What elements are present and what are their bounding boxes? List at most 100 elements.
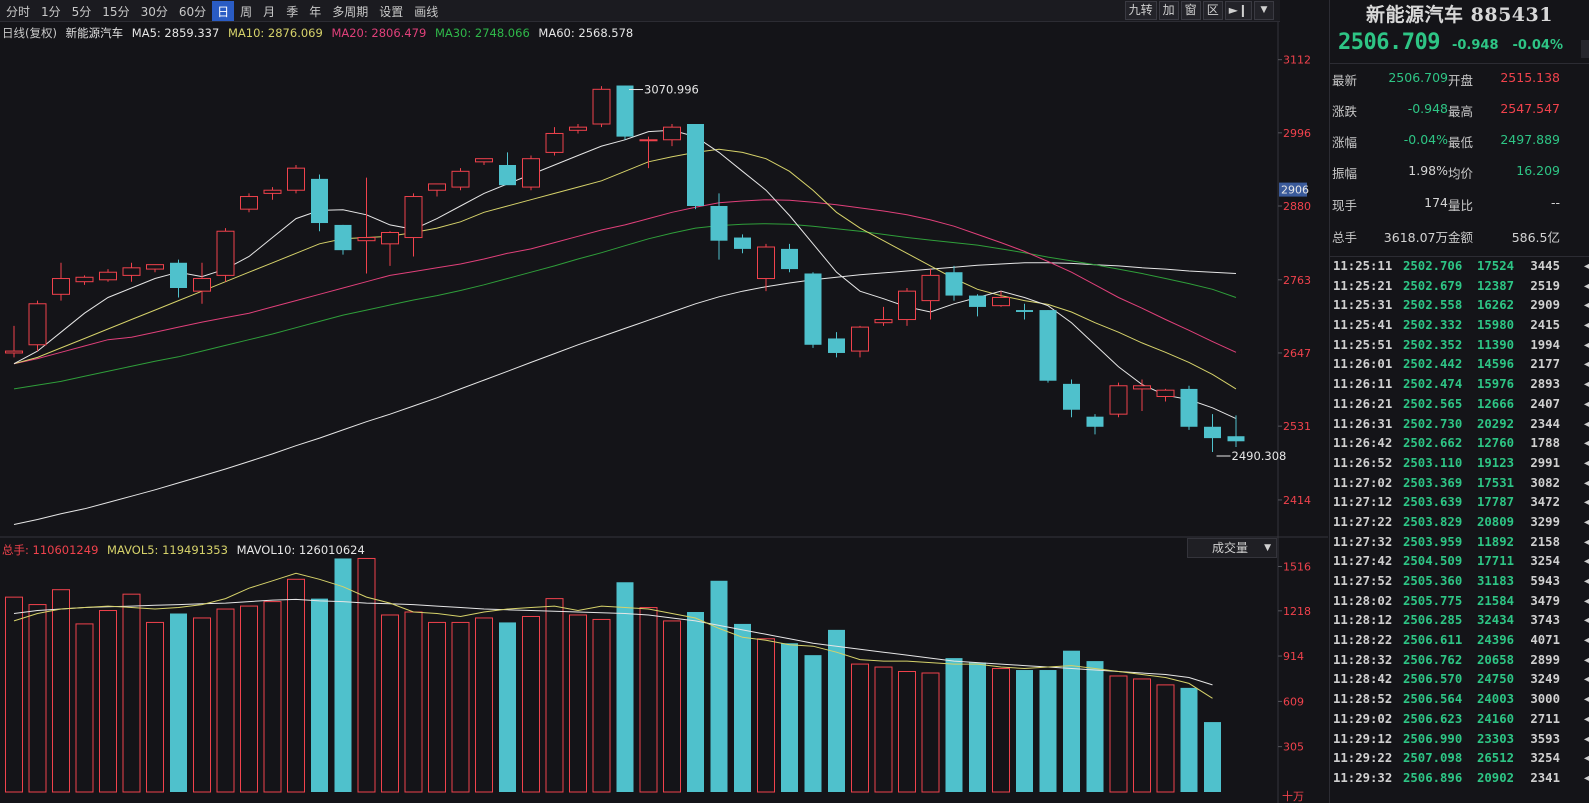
candle — [1204, 414, 1221, 452]
tick-time: 11:27:42 — [1333, 554, 1393, 569]
tick-row: 11:26:31 2502.730 20292 2344 ◀ — [1330, 415, 1589, 435]
right-tools: 九转 加 窗 区 ►❙ ▼ — [1124, 1, 1274, 20]
arrow-left-icon: ◀ — [1583, 418, 1589, 430]
period-tab[interactable]: 设置 — [379, 4, 404, 19]
panel-scrollbar[interactable] — [1581, 40, 1589, 58]
candle-body — [263, 189, 282, 194]
tick-time: 11:27:22 — [1333, 514, 1393, 529]
tick-volume: 12760 — [1477, 436, 1515, 451]
tick-row: 11:28:02 2505.775 21584 3479 ◀ — [1330, 592, 1589, 612]
tick-row: 11:26:52 2503.110 19123 2991 ◀ — [1330, 454, 1589, 474]
period-tab[interactable]: 画线 — [414, 4, 439, 19]
tick-amount: 2177 — [1530, 357, 1560, 372]
ma10-line — [13, 148, 1237, 390]
volume-axis: 1516 1218 914 609 305 — [1278, 560, 1311, 754]
tick-row: 11:29:12 2506.990 23303 3593 ◀ — [1330, 730, 1589, 750]
volume-legend: 总手: 110601249 MAVOL5: 119491353 MAVOL10:… — [2, 542, 370, 558]
legend-ma20: MA20: 2806.479 — [331, 26, 427, 40]
tick-time: 11:27:02 — [1333, 475, 1393, 490]
candle-body — [28, 303, 47, 346]
arrow-left-icon: ◀ — [1583, 280, 1589, 292]
tick-time: 11:26:01 — [1333, 357, 1393, 372]
kline-chart-area[interactable]: 3112 2996 2880 2763 2647 2531 2414 2906 3070.996… — [0, 22, 1328, 803]
tick-amount: 2893 — [1530, 377, 1560, 392]
stat-label: 最高 — [1448, 104, 1474, 119]
period-tab[interactable]: 周 — [240, 4, 253, 19]
price-tick-label: 2647 — [1283, 347, 1311, 360]
add-button[interactable]: 加 — [1158, 1, 1179, 20]
tick-amount: 3479 — [1530, 593, 1560, 608]
window-button[interactable]: 窗 — [1180, 1, 1201, 20]
tick-time: 11:28:02 — [1333, 593, 1393, 608]
candle-body — [1063, 383, 1080, 410]
tick-time: 11:28:52 — [1333, 692, 1393, 707]
range-button[interactable]: 区 — [1202, 1, 1223, 20]
volume-bar — [1109, 675, 1128, 793]
candle — [874, 306, 893, 326]
tick-amount: 3472 — [1530, 495, 1560, 510]
volume-bar — [687, 612, 704, 792]
tick-row: 11:27:12 2503.639 17787 3472 ◀ — [1330, 493, 1589, 513]
candle-body — [193, 278, 211, 292]
candle — [1180, 385, 1198, 430]
period-tab[interactable]: 15分 — [102, 4, 130, 19]
tick-time: 11:28:42 — [1333, 672, 1393, 687]
period-tab[interactable]: 年 — [309, 4, 322, 19]
price-tick-label: 2880 — [1283, 200, 1311, 213]
skip-icon[interactable]: ►❙ — [1224, 1, 1252, 20]
candle — [969, 294, 986, 317]
tick-row: 11:27:02 2503.369 17531 3082 ◀ — [1330, 474, 1589, 494]
candle-body — [757, 246, 775, 280]
volume-tick-label: 1218 — [1283, 605, 1311, 618]
vol-mavol5: MAVOL5: 119491353 — [107, 543, 228, 557]
tick-row: 11:25:11 2502.706 17524 3445 ◀ — [1330, 257, 1589, 277]
period-tab[interactable]: 分时 — [6, 4, 31, 19]
tick-row: 11:27:32 2503.959 11892 2158 ◀ — [1330, 533, 1589, 553]
tick-amount: 2341 — [1530, 770, 1560, 785]
dropdown-arrow-icon[interactable]: ▼ — [1254, 1, 1274, 20]
volume-bar — [1039, 670, 1057, 792]
stat-value: 2547.547 — [1500, 101, 1560, 116]
period-tab[interactable]: 日 — [212, 0, 235, 21]
volume-bar — [757, 638, 775, 793]
tick-volume: 12387 — [1477, 278, 1515, 293]
chevron-down-icon: ▼ — [1264, 543, 1271, 553]
tick-time: 11:26:42 — [1333, 436, 1393, 451]
period-tab[interactable]: 季 — [286, 4, 299, 19]
tick-volume: 24396 — [1477, 633, 1515, 648]
kline-chart[interactable]: 3112 2996 2880 2763 2647 2531 2414 2906 3070.996… — [0, 22, 1328, 803]
period-tab[interactable]: 5分 — [71, 4, 92, 19]
arrow-left-icon: ◀ — [1583, 694, 1589, 706]
tick-price: 2503.110 — [1403, 455, 1463, 470]
arrow-left-icon: ◀ — [1583, 536, 1589, 548]
stat-value: 2515.138 — [1500, 70, 1560, 85]
volume-bar — [781, 643, 798, 792]
price-tick-label: 3112 — [1283, 54, 1311, 67]
period-tab[interactable]: 多周期 — [332, 4, 369, 19]
candle — [992, 291, 1010, 307]
jiuzhuan-button[interactable]: 九转 — [1124, 1, 1157, 20]
tick-time: 11:29:32 — [1333, 770, 1393, 785]
volume-bar — [499, 622, 516, 792]
arrow-left-icon: ◀ — [1583, 497, 1589, 509]
volume-bar — [569, 614, 587, 793]
tick-list[interactable]: 11:25:11 2502.706 17524 3445 ◀ 11:25:21 2502.6… — [1330, 256, 1589, 789]
period-tab[interactable]: 30分 — [140, 4, 168, 19]
volume-tick-label: 609 — [1283, 695, 1304, 708]
volume-bar — [1063, 650, 1080, 792]
vol-mavol10: MAVOL10: 126010624 — [236, 543, 365, 557]
period-tab[interactable]: 60分 — [178, 4, 207, 19]
stat-row: 振幅 1.98% 均价 16.209 — [1330, 163, 1589, 185]
candle — [334, 224, 352, 255]
candle — [569, 124, 587, 134]
candle-body — [569, 126, 587, 131]
tick-volume: 23303 — [1477, 731, 1515, 746]
candle — [287, 165, 305, 194]
indicator-select[interactable]: 成交量 ▼ — [1187, 538, 1277, 558]
candle-body — [616, 85, 634, 137]
volume-bar — [381, 614, 399, 793]
period-tab[interactable]: 1分 — [41, 4, 61, 19]
period-tab[interactable]: 月 — [263, 4, 276, 19]
volume-bar — [1133, 678, 1151, 793]
tick-volume: 17787 — [1477, 495, 1515, 510]
